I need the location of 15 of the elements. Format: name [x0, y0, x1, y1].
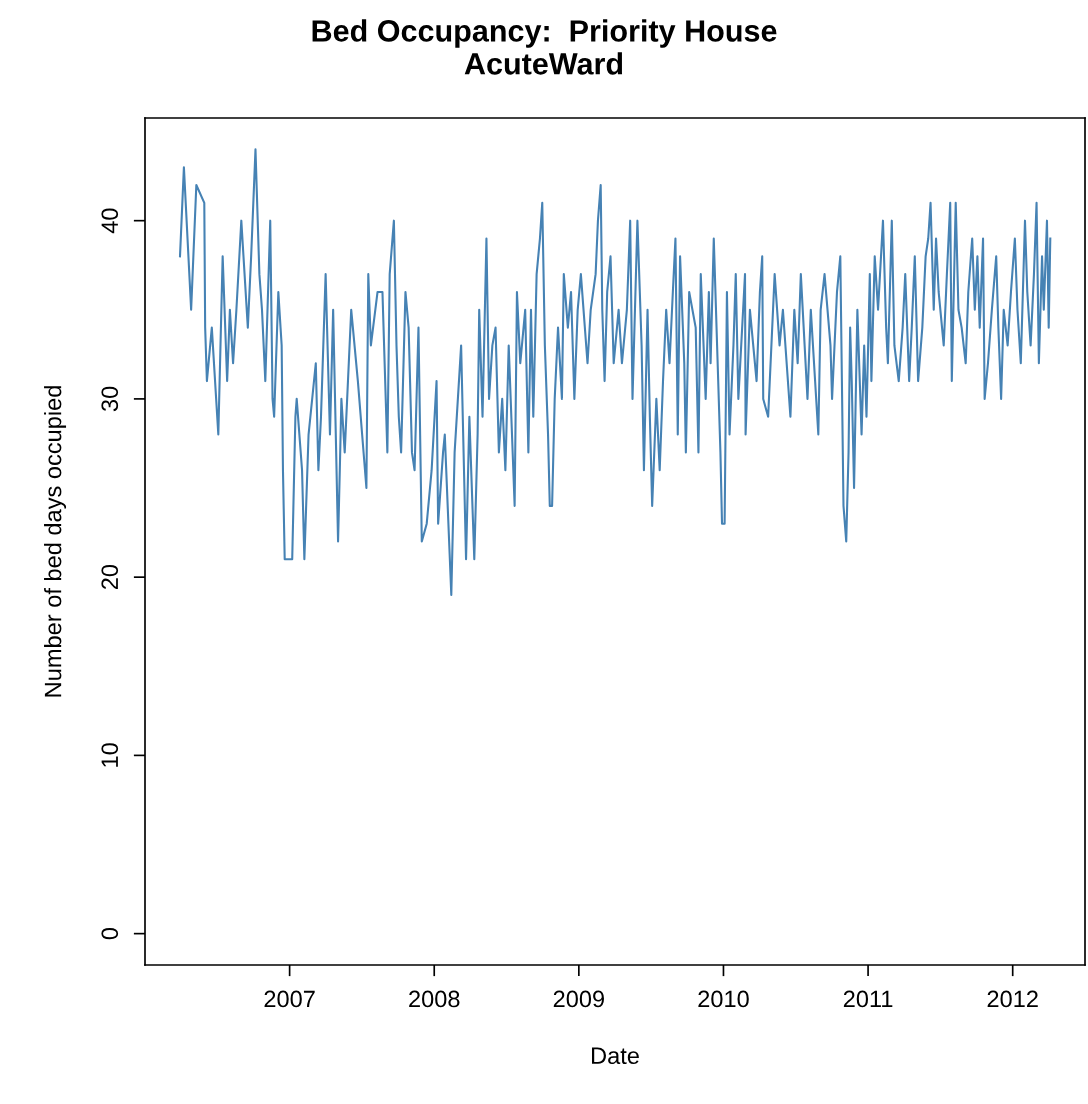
line-series: [178, 148, 1052, 597]
x-axis-title: Date: [592, 1047, 639, 1065]
x-tick-label: 2011: [843, 990, 893, 1008]
y-tick-label: 30: [101, 386, 119, 412]
x-tick-label: 2009: [553, 990, 604, 1008]
x-tick-label: 2010: [698, 990, 749, 1008]
y-axis-title: Number of bed days occupied: [44, 386, 67, 697]
y-tick-label: 10: [101, 743, 119, 767]
x-tick-label: 2007: [264, 990, 315, 1008]
x-tick-label: 2012: [987, 990, 1038, 1008]
y-tick-label: 20: [101, 564, 119, 590]
x-tick-label: 2008: [409, 990, 460, 1008]
y-tick-label: 40: [101, 208, 119, 234]
y-tick-label: 0: [101, 927, 119, 940]
chart-title: Bed Occupancy: Priority House AcuteWard: [312, 19, 777, 75]
